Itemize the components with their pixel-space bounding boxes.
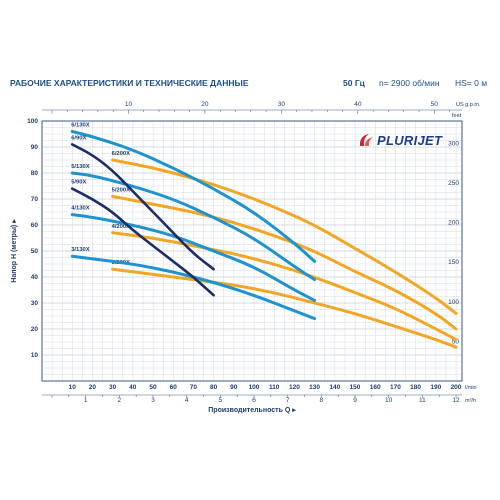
y-tick-label: 100 [27,118,38,125]
x-unit-label: l/min [465,385,477,391]
bottom-tick-label: 11 [419,397,426,404]
series-line-4-200x [111,231,458,341]
bottom-tick-label: 1 [84,397,88,404]
frequency-label: 50 Гц [343,78,365,88]
x-tick-label: 160 [370,384,381,391]
y-axis-label: Напор H (метры) ▸ [11,219,18,283]
right-tick-label: 300 [448,140,459,147]
series-label: 4/200X [112,224,131,230]
bottom-tick-label: 7 [286,397,290,404]
x-tick-label: 200 [451,384,462,391]
plurijet-logo-icon [359,134,373,146]
series-label: 3/130X [71,247,90,253]
top-tick-label: 50 [431,101,439,108]
series-line-6-90x [70,143,215,271]
y-tick-label: 30 [31,300,39,307]
bottom-tick-label: 12 [452,397,460,404]
rpm-label: n= 2900 об/мин [379,78,440,88]
x-tick-label: 180 [410,384,421,391]
series-label: 6/90X [71,135,86,141]
bottom-tick-label: 8 [320,397,324,404]
plurijet-logo: PLURIJET [357,131,442,149]
x-axis-label: Производительность Q ▸ [208,407,296,414]
series-line-3-200x [111,267,458,349]
bottom-tick-label: 6 [252,397,256,404]
x-tick-label: 150 [350,384,361,391]
x-tick-label: 50 [149,384,157,391]
x-tick-label: 30 [109,384,117,391]
y-tick-label: 60 [31,222,39,229]
y-tick-label: 40 [31,274,39,281]
y-tick-label: 70 [31,196,39,203]
y-tick-label: 80 [31,170,39,177]
series-line-3-130x [70,254,317,321]
y-tick-label: 90 [31,144,39,151]
bottom-tick-label: 10 [385,397,393,404]
bottom-tick-label: 2 [118,397,122,404]
bottom-tick-label: 3 [151,397,155,404]
series-label: 6/130X [71,122,90,128]
y-tick-label: 10 [31,352,39,359]
series-line-6-200x [111,158,458,315]
series-line-5-90x [70,187,215,297]
right-tick-label: 50 [452,338,460,345]
x-tick-label: 140 [329,384,340,391]
hs-label: HS= 0 м [455,78,488,88]
bottom-unit-label: m³/h [465,398,476,404]
x-tick-label: 170 [390,384,401,391]
y-tick-label: 20 [31,326,39,333]
x-tick-label: 10 [69,384,77,391]
right-tick-label: 150 [448,259,459,266]
x-tick-label: 100 [249,384,260,391]
x-tick-label: 20 [89,384,97,391]
x-tick-label: 70 [190,384,198,391]
series-line-6-130x [70,129,317,263]
series-label: 5/90X [71,180,86,186]
x-tick-label: 190 [430,384,441,391]
x-tick-label: 40 [129,384,137,391]
series-line-5-130x [70,171,317,282]
right-unit-label: feet [452,113,462,119]
right-tick-label: 250 [448,180,459,187]
grid [41,120,462,382]
chart-title: РАБОЧИЕ ХАРАКТЕРИСТИКИ И ТЕХНИЧЕСКИЕ ДАН… [10,78,249,88]
x-tick-label: 130 [309,384,320,391]
top-tick-label: 40 [354,101,362,108]
plurijet-logo-text: PLURIJET [377,132,443,148]
series-label: 6/200X [112,151,131,157]
series-label: 4/130X [71,206,90,212]
top-tick-label: 10 [125,101,133,108]
top-unit-label: US g.p.m. [456,102,481,108]
x-tick-label: 60 [170,384,178,391]
y-tick-label: 50 [31,248,39,255]
x-tick-label: 90 [230,384,238,391]
x-tick-label: 110 [269,384,280,391]
top-tick-label: 20 [201,101,209,108]
bottom-tick-label: 4 [185,397,189,404]
series-line-5-200x [111,194,458,331]
series-label: 5/200X [112,187,131,193]
bottom-tick-label: 9 [353,397,357,404]
bottom-tick-label: 5 [219,397,223,404]
right-tick-label: 200 [448,220,459,227]
plot-frame [41,120,463,382]
right-tick-label: 100 [448,299,459,306]
series-label: 5/130X [71,164,90,170]
x-tick-label: 120 [289,384,300,391]
x-tick-label: 80 [210,384,218,391]
top-tick-label: 30 [278,101,286,108]
